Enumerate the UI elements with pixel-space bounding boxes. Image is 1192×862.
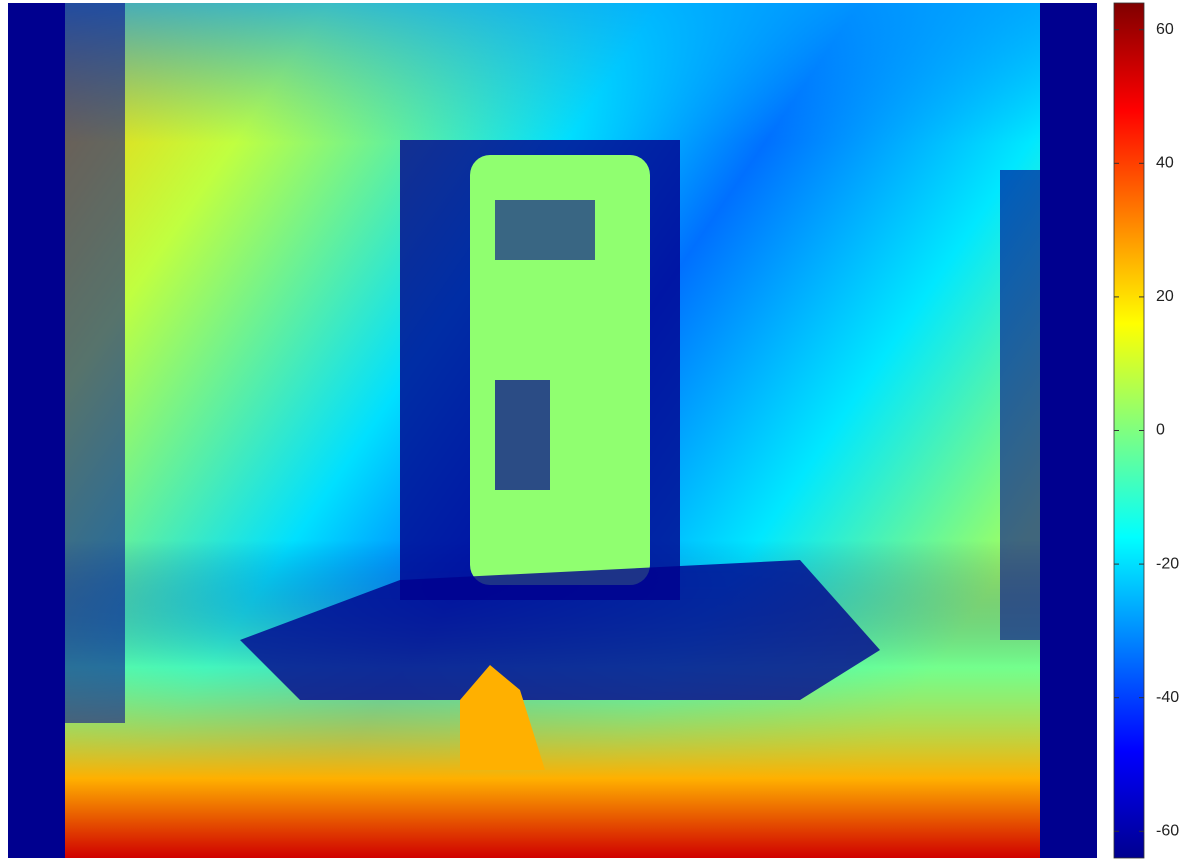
image-shade xyxy=(65,3,125,723)
image xyxy=(8,3,1097,858)
image-object xyxy=(460,665,545,770)
image-object xyxy=(240,560,880,700)
colorbar-tick-label: -60 xyxy=(1156,823,1179,840)
colorbar-tick-label: 60 xyxy=(1156,21,1174,38)
colorbar-tick-label: -20 xyxy=(1156,555,1179,572)
image-object xyxy=(495,380,550,490)
colorbar-tick-label: 40 xyxy=(1156,155,1174,172)
image-shade xyxy=(65,3,1040,143)
image-shade xyxy=(1000,170,1040,640)
image-object xyxy=(495,200,595,260)
colorbar-tick-label: 20 xyxy=(1156,288,1174,305)
colorbar-tick-label: 0 xyxy=(1156,422,1165,439)
colorbar-tick-label: -40 xyxy=(1156,689,1179,706)
